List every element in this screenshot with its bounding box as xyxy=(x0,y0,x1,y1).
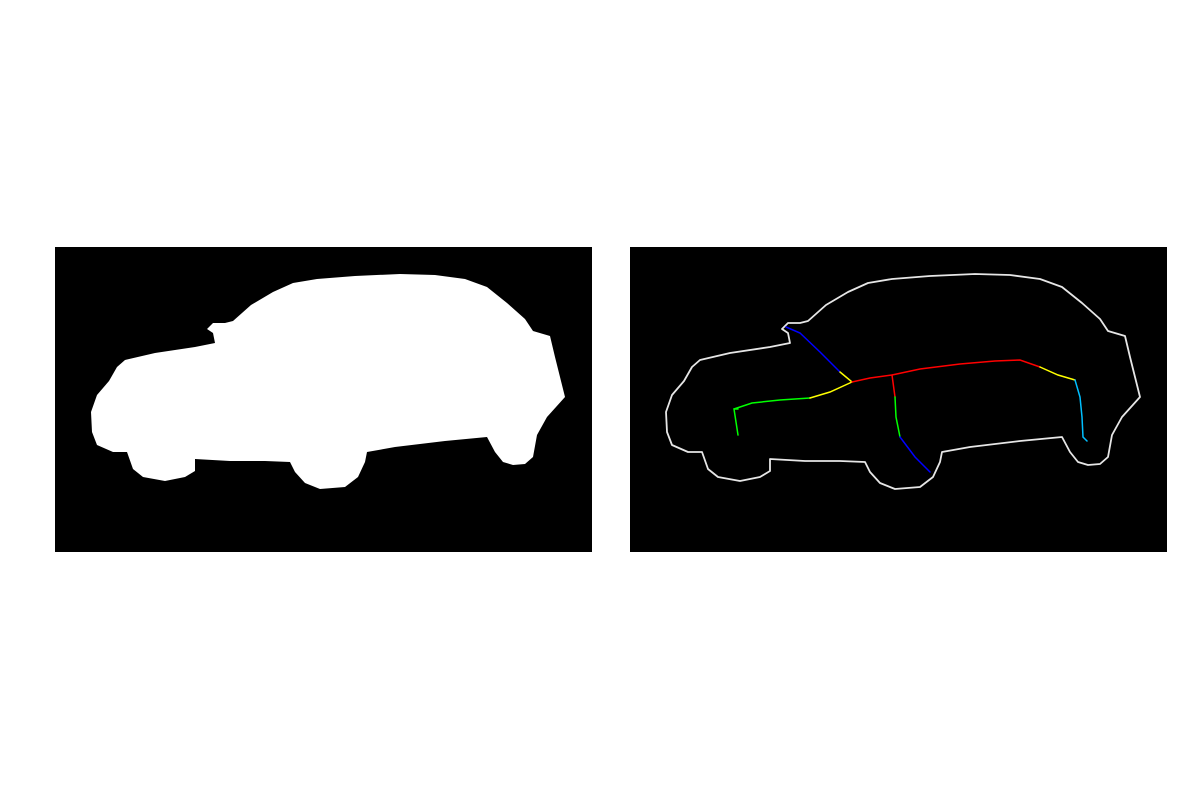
car-contour xyxy=(665,273,1141,490)
car-silhouette xyxy=(91,274,565,489)
skeleton-branch-rear-top xyxy=(1039,366,1076,381)
skeleton-branch-roof xyxy=(785,326,841,373)
skeleton-branch-rear-down xyxy=(1074,379,1088,442)
skeleton-branch-vertical-blue xyxy=(899,436,931,473)
skeleton-branch-front-left xyxy=(733,397,811,436)
skeleton-branch-front-mid xyxy=(809,381,853,399)
contour-skeleton-image xyxy=(630,247,1167,552)
skeleton-branch-center xyxy=(851,359,1041,383)
silhouette-mask-panel xyxy=(55,247,592,552)
skeleton-branch-roof-lower xyxy=(839,371,853,383)
silhouette-mask-image xyxy=(55,247,592,552)
contour-skeleton-panel xyxy=(630,247,1167,552)
skeleton xyxy=(733,326,1088,473)
contour-background xyxy=(630,247,1167,552)
skeleton-branch-vertical-red xyxy=(891,374,896,398)
skeleton-branch-vertical-green xyxy=(894,396,901,438)
